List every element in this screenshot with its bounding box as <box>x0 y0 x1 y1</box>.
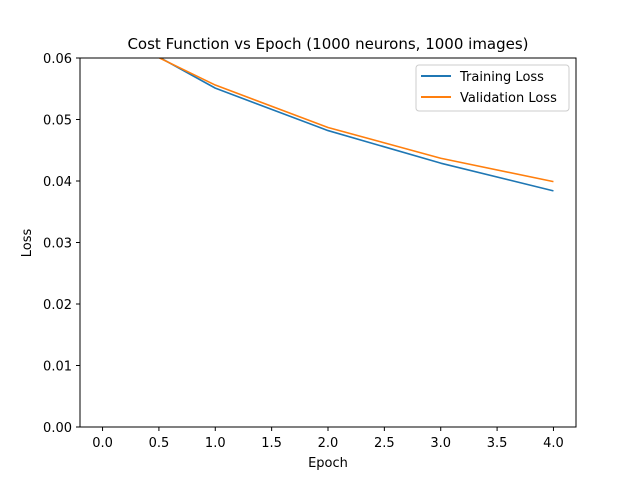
y-tick-label: 0.02 <box>43 298 72 313</box>
x-tick-label: 3.5 <box>487 436 508 451</box>
x-tick-label: 1.5 <box>261 436 282 451</box>
x-tick-label: 2.0 <box>318 436 339 451</box>
chart-title: Cost Function vs Epoch (1000 neurons, 10… <box>127 35 528 53</box>
x-tick-label: 3.0 <box>430 436 451 451</box>
x-axis: 0.0 0.5 1.0 1.5 2.0 2.5 3.0 3.5 4.0 <box>92 427 564 451</box>
legend-label-training-loss: Training Loss <box>459 70 544 85</box>
x-tick-label: 2.5 <box>374 436 395 451</box>
y-tick-label: 0.03 <box>43 237 72 252</box>
y-tick-label: 0.06 <box>43 52 72 67</box>
y-axis-title: Loss <box>20 229 35 258</box>
legend-label-validation-loss: Validation Loss <box>460 91 557 106</box>
y-axis: 0.00 0.01 0.02 0.03 0.04 0.05 0.06 <box>43 52 80 436</box>
legend: Training Loss Validation Loss <box>415 64 570 112</box>
x-axis-title: Epoch <box>308 456 348 471</box>
x-tick-label: 1.0 <box>205 436 226 451</box>
x-tick-label: 0.0 <box>92 436 113 451</box>
legend-box <box>415 64 570 112</box>
x-tick-label: 4.0 <box>543 436 564 451</box>
x-tick-label: 0.5 <box>149 436 170 451</box>
series-line-validation-loss <box>157 58 554 183</box>
y-tick-label: 0.00 <box>43 421 72 436</box>
series-layer <box>157 58 554 192</box>
plot-frame <box>79 57 577 428</box>
y-tick-label: 0.01 <box>43 360 72 375</box>
y-tick-label: 0.04 <box>43 175 72 190</box>
y-tick-label: 0.05 <box>43 114 72 129</box>
